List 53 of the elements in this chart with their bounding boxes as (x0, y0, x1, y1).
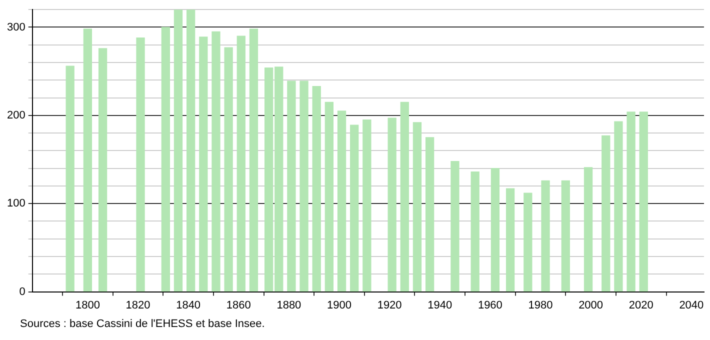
bar (98, 48, 108, 292)
bar (639, 112, 648, 292)
bar (362, 120, 372, 292)
bar (490, 168, 500, 292)
y-tick-label: 100 (6, 198, 26, 210)
bar (425, 137, 434, 292)
source-note: Sources : base Cassini de l'EHESS et base Insee. (20, 318, 265, 330)
x-tick-label: 2000 (578, 299, 604, 312)
x-tick-label: 1980 (528, 299, 553, 312)
y-tick-label: 0 (19, 286, 26, 298)
bar (186, 10, 196, 292)
bar (561, 180, 570, 292)
bar (212, 31, 220, 292)
x-tick-label: 1920 (377, 299, 402, 312)
bar (614, 121, 623, 292)
bar (174, 10, 183, 292)
bar (287, 80, 296, 292)
x-tick-label: 1860 (226, 299, 251, 312)
x-tick-label: 1840 (176, 299, 201, 312)
bar (602, 135, 610, 292)
bar (199, 36, 208, 292)
y-tick-label: 300 (6, 21, 26, 34)
bar (584, 167, 593, 292)
bar (626, 112, 636, 292)
bar (161, 26, 170, 292)
bar (541, 180, 550, 292)
bar (400, 102, 409, 292)
bar (412, 122, 422, 292)
bar (470, 172, 480, 292)
x-tick-label: 1800 (75, 299, 100, 312)
x-tick-label: 1940 (428, 299, 452, 312)
x-tick-label: 1820 (126, 299, 150, 312)
bar (236, 36, 246, 292)
bar (136, 37, 145, 292)
bar (506, 188, 515, 292)
x-tick-label: 1960 (478, 299, 502, 312)
bar (524, 192, 532, 292)
bar (350, 124, 359, 292)
bar (66, 66, 74, 292)
x-tick-label: 2020 (628, 299, 654, 312)
bar (337, 110, 346, 292)
bar (249, 28, 258, 292)
bar (450, 160, 460, 292)
bar (324, 102, 334, 292)
y-tick-label: 200 (6, 109, 26, 122)
x-tick-label: 2040 (679, 299, 704, 312)
x-tick-label: 1900 (327, 299, 352, 312)
bar (388, 118, 396, 292)
bar (83, 28, 92, 292)
x-tick-label: 1880 (276, 299, 302, 312)
bar (300, 80, 308, 292)
bar (312, 86, 321, 292)
bar (224, 47, 233, 292)
